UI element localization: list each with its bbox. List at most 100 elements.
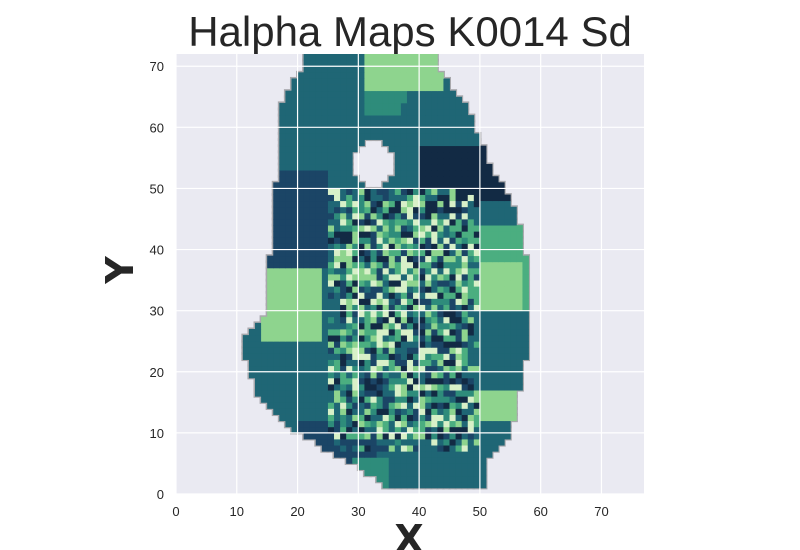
heatmap-cell <box>394 451 402 458</box>
heatmap-cell <box>479 420 487 428</box>
heatmap-cell <box>413 90 420 98</box>
heatmap-cell <box>285 298 292 305</box>
heatmap-cell <box>309 371 317 379</box>
heatmap-cell <box>340 396 347 403</box>
heatmap-cell <box>321 304 329 312</box>
heatmap-cell <box>461 298 469 305</box>
heatmap-cell <box>522 304 529 312</box>
heatmap-cell <box>504 359 511 367</box>
heatmap-cell <box>431 188 438 195</box>
heatmap-cell <box>461 115 469 122</box>
heatmap-cell <box>334 102 341 110</box>
heatmap-cell <box>382 396 390 403</box>
heatmap-cell <box>498 432 505 440</box>
heatmap-cell <box>413 121 420 128</box>
heatmap-cell <box>321 280 329 287</box>
heatmap-cell <box>327 188 335 195</box>
heatmap-cell <box>504 231 511 238</box>
heatmap-cell <box>358 206 365 214</box>
heatmap-cell <box>461 102 469 110</box>
heatmap-cell <box>315 371 323 379</box>
heatmap-cell <box>425 304 432 312</box>
heatmap-cell <box>419 182 426 189</box>
heatmap-cell <box>437 329 444 336</box>
heatmap-cell <box>291 426 298 434</box>
heatmap-cell <box>492 359 499 367</box>
heatmap-cell <box>346 426 353 434</box>
heatmap-cell <box>413 127 420 134</box>
heatmap-cell <box>400 212 408 220</box>
heatmap-cell <box>267 329 274 336</box>
heatmap-cell <box>431 469 438 477</box>
heatmap-cell <box>315 102 323 110</box>
heatmap-cell <box>406 249 414 257</box>
heatmap-cell <box>485 445 493 452</box>
heatmap-cell <box>309 335 317 342</box>
heatmap-cell <box>334 451 341 458</box>
heatmap-cell <box>364 109 371 116</box>
heatmap-cell <box>479 432 487 440</box>
heatmap-cell <box>492 420 499 428</box>
heatmap-cell <box>309 139 317 147</box>
heatmap-cell <box>285 102 292 110</box>
heatmap-cell <box>516 329 523 336</box>
heatmap-cell <box>419 225 426 232</box>
heatmap-cell <box>273 353 280 360</box>
heatmap-cell <box>467 121 475 128</box>
heatmap-cell <box>461 384 469 391</box>
heatmap-cell <box>461 359 469 367</box>
heatmap-cell <box>479 316 487 324</box>
heatmap-cell <box>273 249 280 257</box>
heatmap-cell <box>334 170 341 177</box>
heatmap-cell <box>285 206 292 214</box>
heatmap-cell <box>473 457 481 464</box>
heatmap-cell <box>315 90 323 98</box>
heatmap-cell <box>297 329 305 336</box>
heatmap-cell <box>455 408 463 415</box>
heatmap-cell <box>261 335 268 342</box>
heatmap-cell <box>419 157 426 165</box>
heatmap-cell <box>437 78 444 85</box>
heatmap-cell <box>479 206 487 214</box>
heatmap-cell <box>394 121 402 128</box>
heatmap-cell <box>352 176 359 183</box>
heatmap-cell <box>479 390 487 397</box>
heatmap-cell <box>437 463 444 470</box>
heatmap-cell <box>394 329 402 336</box>
heatmap-cell <box>522 310 529 318</box>
heatmap-cell <box>261 316 268 324</box>
heatmap-cell <box>285 335 292 342</box>
heatmap-cell <box>498 188 505 195</box>
heatmap-cell <box>394 133 402 140</box>
heatmap-cell <box>370 255 377 263</box>
heatmap-cell <box>273 292 280 299</box>
heatmap-cell <box>352 243 359 250</box>
heatmap-cell <box>321 384 329 391</box>
heatmap-cell <box>479 267 487 275</box>
heatmap-cell <box>279 219 286 226</box>
heatmap-cell <box>327 261 335 269</box>
heatmap-cell <box>303 188 311 195</box>
heatmap-cell <box>370 420 377 428</box>
heatmap-cell <box>340 365 347 373</box>
heatmap-cell <box>413 157 420 165</box>
heatmap-cell <box>461 280 469 287</box>
heatmap-cell <box>437 102 444 110</box>
heatmap-cell <box>394 481 402 489</box>
heatmap-cell <box>492 298 499 305</box>
heatmap-cell <box>425 408 432 415</box>
heatmap-cell <box>443 451 450 458</box>
heatmap-cell <box>248 365 256 373</box>
heatmap-cell <box>510 280 517 287</box>
heatmap-cell <box>473 255 481 263</box>
heatmap-cell <box>279 353 286 360</box>
heatmap-cell <box>455 371 463 379</box>
heatmap-cell <box>370 243 377 250</box>
heatmap-cell <box>340 359 347 367</box>
heatmap-cell <box>467 298 475 305</box>
heatmap-cell <box>382 286 390 293</box>
heatmap-cell <box>461 212 469 220</box>
heatmap-cell <box>498 402 505 409</box>
heatmap-cell <box>443 212 450 220</box>
heatmap-cell <box>376 243 384 250</box>
